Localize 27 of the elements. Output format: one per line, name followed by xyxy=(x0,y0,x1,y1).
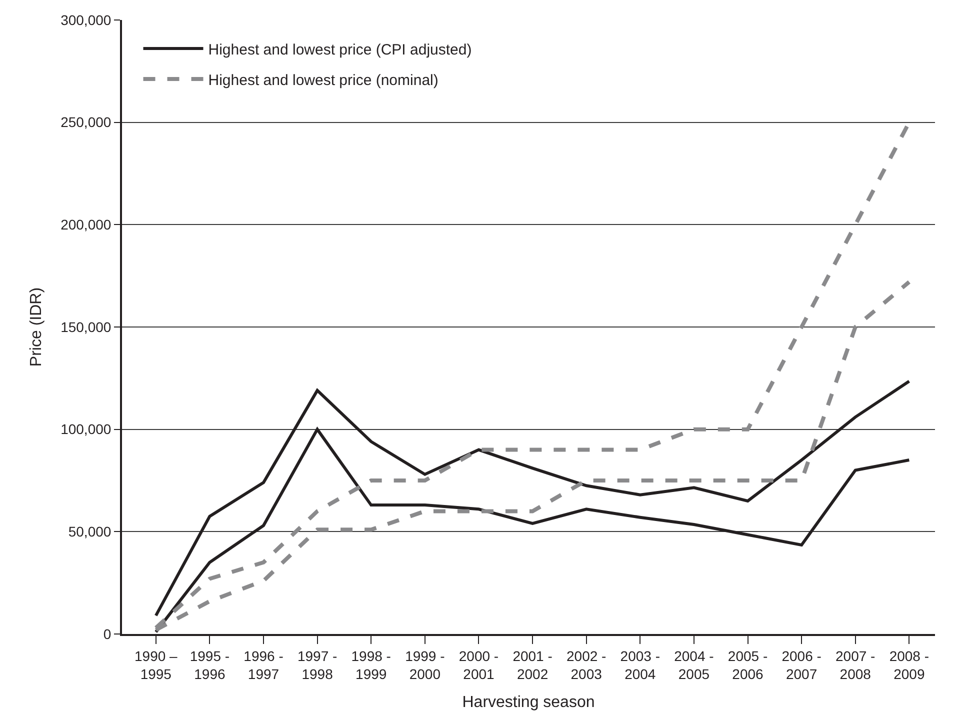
x-tick-label: 1998 - 1999 xyxy=(351,648,392,682)
y-tick-label: 200,000 xyxy=(60,216,112,233)
y-tick-label: 250,000 xyxy=(60,114,112,130)
x-tick-label: 1990 – 1995 xyxy=(134,648,178,682)
x-tick-label: 2006 - 2007 xyxy=(782,648,822,682)
x-tick-label: 2003 - 2004 xyxy=(620,648,660,682)
x-tick-label: 2000 - 2001 xyxy=(458,648,499,682)
x-tick-label: 2007 - 2008 xyxy=(836,648,876,682)
x-tick-label: 1997 - 1998 xyxy=(297,648,338,682)
line-series xyxy=(154,380,911,618)
x-tick-label: 2004 - 2005 xyxy=(674,648,714,682)
x-tick-label: 2005 - 2006 xyxy=(728,648,768,682)
y-tick-label: 150,000 xyxy=(60,318,112,335)
y-tick-label: 0 xyxy=(103,626,112,642)
x-tick-label: 2002 - 2003 xyxy=(566,648,607,682)
x-tick-label: 1995 - 1996 xyxy=(190,648,230,682)
legend-label: Highest and lowest price (CPI adjusted) xyxy=(208,41,472,58)
y-tick-label: 100,000 xyxy=(60,421,112,438)
y-tick-label: 300,000 xyxy=(60,12,112,28)
y-axis-title: Price (IDR) xyxy=(28,287,45,367)
x-tick-label: 2001 - 2002 xyxy=(512,648,553,682)
x-tick-label: 1999 - 2000 xyxy=(405,648,446,682)
x-tick-label: 1996 - 1997 xyxy=(244,648,284,682)
x-tick-label: 2008 - 2009 xyxy=(889,648,930,682)
y-tick-label: 50,000 xyxy=(68,524,112,540)
x-axis-title: Harvesting season xyxy=(462,694,595,712)
legend-label: Highest and lowest price (nominal) xyxy=(208,72,438,89)
